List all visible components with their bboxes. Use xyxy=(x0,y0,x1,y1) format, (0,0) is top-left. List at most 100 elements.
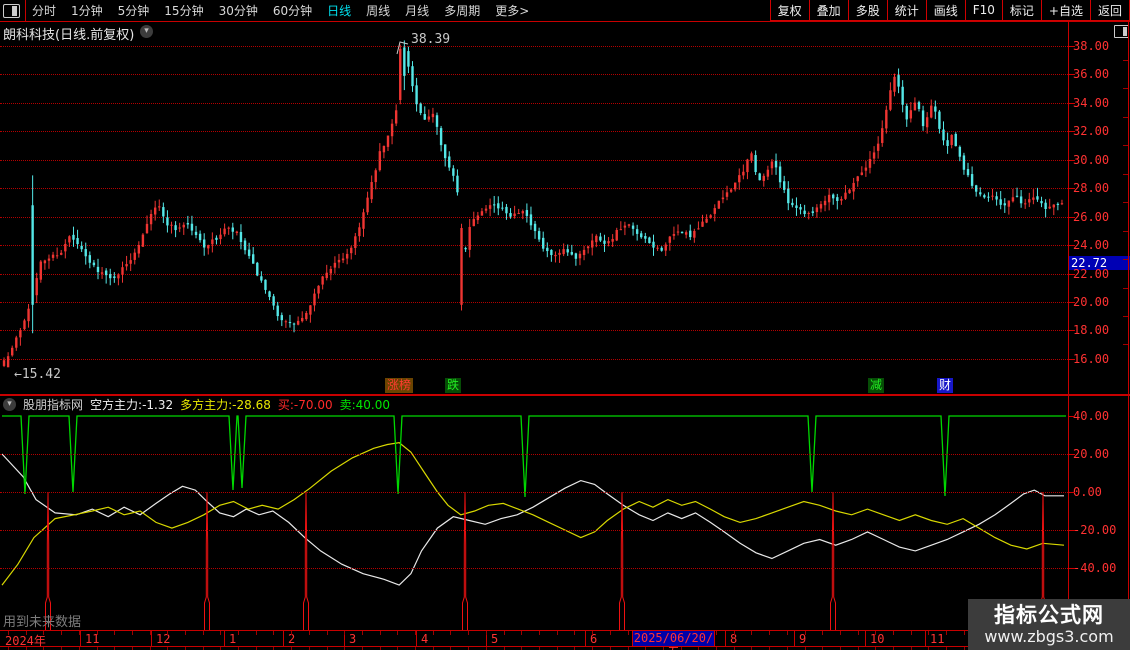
watermark: 指标公式网 www.zbgs3.com xyxy=(968,599,1130,650)
period-tab-7[interactable]: 周线 xyxy=(366,4,391,18)
period-tab-1[interactable]: 1分钟 xyxy=(71,4,103,18)
timeline-minor-tick xyxy=(911,631,912,635)
timeline-minor-tick xyxy=(43,631,44,635)
timeline-month-label: 12 xyxy=(156,632,171,646)
price-gridline xyxy=(0,245,1068,247)
clipped-tick xyxy=(8,647,9,650)
timeline-month-tick xyxy=(224,631,225,646)
back-button[interactable]: 返回 xyxy=(1089,0,1130,21)
clipped-tick xyxy=(291,647,292,650)
timeline-minor-tick xyxy=(521,631,522,635)
f10-button[interactable]: F10 xyxy=(964,0,1003,21)
price-gridline xyxy=(0,74,1068,76)
event-badge[interactable]: 财 xyxy=(937,378,954,393)
clipped-tick xyxy=(893,647,894,650)
timeline-minor-tick xyxy=(840,631,841,635)
event-badge[interactable]: 减 xyxy=(868,378,885,393)
clipped-tick xyxy=(344,647,345,650)
timeline-month-label: 5 xyxy=(491,632,499,646)
timeline-minor-tick xyxy=(539,631,540,635)
indicator-axis-label: -20.00 xyxy=(1073,523,1117,537)
axis-tick xyxy=(1068,159,1075,161)
chevron-down-icon[interactable]: ▾ xyxy=(3,397,16,411)
timeline-minor-tick xyxy=(362,631,363,635)
period-tab-5[interactable]: 60分钟 xyxy=(272,4,313,18)
multi-stock-button[interactable]: 多股 xyxy=(847,0,888,21)
period-tab-9[interactable]: 多周期 xyxy=(444,4,481,18)
clipped-tick xyxy=(185,647,186,650)
timeline-minor-tick xyxy=(203,631,204,635)
timeline-minor-tick xyxy=(167,631,168,635)
clipped-tick xyxy=(43,647,44,650)
indicator-canvas[interactable] xyxy=(0,396,1068,632)
clipped-tick xyxy=(397,647,398,650)
clipped-tick xyxy=(362,647,363,650)
event-badge[interactable]: 跌 xyxy=(445,378,462,393)
draw-line-button[interactable]: 画线 xyxy=(925,0,966,21)
mark-button[interactable]: 标记 xyxy=(1001,0,1042,21)
add-watchlist-button[interactable]: +自选 xyxy=(1040,0,1091,21)
toolbar-buttons: 复权 叠加 多股 统计 画线 F10 标记 +自选 返回 xyxy=(769,0,1130,21)
timeline-minor-tick xyxy=(238,631,239,635)
period-tab-2[interactable]: 5分钟 xyxy=(117,4,150,18)
period-tab-10[interactable]: 更多> xyxy=(495,4,530,18)
clipped-tick xyxy=(539,647,540,650)
axis-tick xyxy=(1068,301,1075,303)
clipped-tick xyxy=(114,647,115,650)
stats-button[interactable]: 统计 xyxy=(886,0,927,21)
price-axis-label: 28.00 xyxy=(1073,181,1110,196)
chevron-down-icon[interactable]: ▾ xyxy=(140,25,153,38)
period-tab-0[interactable]: 分时 xyxy=(32,4,57,18)
indicator-field-buy: 买:-70.00 xyxy=(277,397,333,412)
timeline-month-tick xyxy=(344,631,345,646)
price-gridline xyxy=(0,273,1068,275)
clipped-tick xyxy=(964,647,965,650)
clipped-tick xyxy=(150,647,151,650)
axis-tick xyxy=(1068,74,1075,76)
indicator-field-bull: 多方主力:-28.68 xyxy=(180,397,271,412)
clipped-tick xyxy=(645,647,646,650)
clipped-tick xyxy=(698,647,699,650)
event-badge[interactable]: 涨榜 xyxy=(385,378,414,393)
timeline-minor-tick xyxy=(61,631,62,635)
clipped-tick xyxy=(557,647,558,650)
main-chart-canvas[interactable] xyxy=(0,22,1068,393)
panel-toggle-icon[interactable] xyxy=(1114,25,1129,38)
timeline-minor-tick xyxy=(592,631,593,635)
period-tab-4[interactable]: 30分钟 xyxy=(218,4,258,18)
clipped-tick xyxy=(822,647,823,650)
price-gridline xyxy=(0,46,1068,47)
adjust-button[interactable]: 复权 xyxy=(769,0,810,21)
clipped-tick xyxy=(840,647,841,650)
axis-minor-tick xyxy=(1123,259,1128,261)
price-gridline xyxy=(0,301,1068,303)
timeline-month-label: 11 xyxy=(930,632,945,646)
watermark-url: www.zbgs3.com xyxy=(984,627,1114,646)
layout-toggle[interactable] xyxy=(0,0,26,21)
timeline-minor-tick xyxy=(716,631,717,635)
timeline-minor-tick xyxy=(114,631,115,635)
axis-tick xyxy=(1068,46,1075,47)
timeline-minor-tick xyxy=(450,631,451,635)
indicator-source[interactable]: 股朋指标网 xyxy=(23,397,84,412)
price-gridline xyxy=(0,330,1068,332)
price-gridline xyxy=(0,131,1068,133)
axis-minor-tick xyxy=(1123,173,1128,175)
clipped-tick xyxy=(468,647,469,650)
clipped-tick xyxy=(805,647,806,650)
price-axis-label: 22.00 xyxy=(1073,266,1110,281)
overlay-button[interactable]: 叠加 xyxy=(808,0,849,21)
axis-minor-tick xyxy=(1123,88,1128,90)
period-tabs: 分时 1分钟 5分钟 15分钟 30分钟 60分钟 日线 周线 月线 多周期 更多> xyxy=(32,0,529,21)
main-chart-area[interactable] xyxy=(0,22,1068,393)
clipped-tick xyxy=(681,647,682,650)
period-tab-8[interactable]: 月线 xyxy=(405,4,430,18)
timeline-month-label: 3 xyxy=(349,632,357,646)
period-tab-6[interactable]: 日线 xyxy=(327,4,352,18)
high-price-annotation: 38.39 xyxy=(411,32,451,47)
indicator-field-bear: 空方主力:-1.32 xyxy=(90,397,174,412)
timeline-minor-tick xyxy=(397,631,398,635)
period-tab-3[interactable]: 15分钟 xyxy=(164,4,204,18)
timeline-minor-tick xyxy=(8,631,9,635)
timeline[interactable]: 2024年 11 12 1 2 3 4 5 6 8 9 10 11 xyxy=(0,631,1068,648)
